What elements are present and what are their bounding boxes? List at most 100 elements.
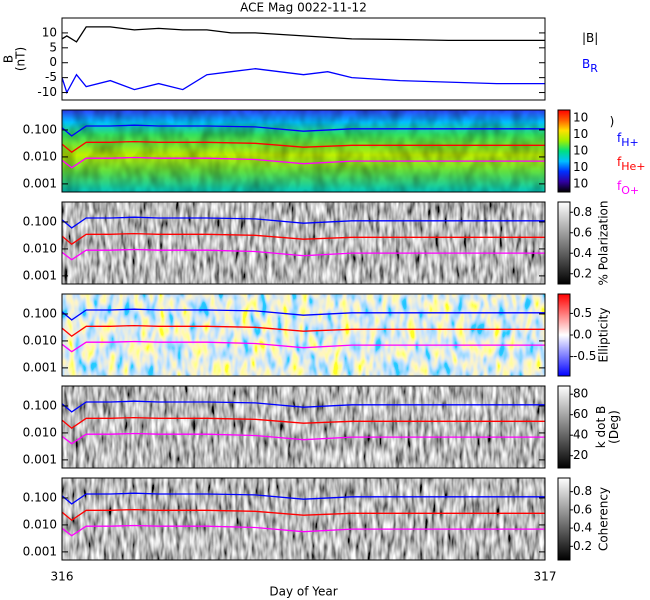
colorbar-tick-label: 10 xyxy=(573,111,588,125)
series-line xyxy=(62,248,545,261)
plot-frame xyxy=(61,17,546,101)
y-tick-label: -5 xyxy=(45,70,57,84)
colorbar-label: Ellipticity xyxy=(597,308,611,363)
series-line xyxy=(62,232,545,246)
colorbar-label: % Polarization xyxy=(597,201,611,286)
series-line xyxy=(62,432,545,445)
legend-subscript: R xyxy=(590,62,598,75)
series-line xyxy=(62,308,545,321)
y-tick-label: 10 xyxy=(42,25,57,39)
colorbar-tick-label: 0.4 xyxy=(573,246,592,260)
series-line xyxy=(62,124,545,137)
series-line xyxy=(62,508,545,522)
y-tick-label: 0.100 xyxy=(23,490,57,504)
plot-frame xyxy=(61,477,546,561)
y-tick-label: 0.010 xyxy=(23,425,57,439)
x-axis-label: Day of Year xyxy=(269,585,337,599)
legend-entry: fH+ xyxy=(617,131,639,150)
legend-entry: BR xyxy=(582,57,598,76)
colorbar-tick-label: 10 xyxy=(573,144,588,158)
y-tick-label: 5 xyxy=(49,40,57,54)
spectrogram-bg xyxy=(62,386,545,468)
colorbar-tick-label: 0.2 xyxy=(573,539,592,553)
y-tick-label: 0.010 xyxy=(23,241,57,255)
plot-frame xyxy=(61,385,546,469)
y-axis-label: (nT) xyxy=(14,47,28,71)
plot-frame xyxy=(61,201,546,285)
legend-subscript: He+ xyxy=(621,160,645,173)
spectrogram-bg xyxy=(62,294,545,376)
y-tick-label: 0.010 xyxy=(23,517,57,531)
legend-name: |B| xyxy=(582,31,598,45)
colorbar-tick-label: 0.6 xyxy=(573,502,592,516)
series-line xyxy=(62,140,545,154)
y-tick-label: 0.100 xyxy=(23,214,57,228)
y-tick-label: 0.001 xyxy=(23,176,57,190)
y-tick-label: 0.100 xyxy=(23,306,57,320)
chart-title: ACE Mag 0022-11-12 xyxy=(240,1,367,15)
colorbar-tick-label: 10 xyxy=(573,160,588,174)
colorbar-label: ) xyxy=(610,115,615,129)
colorbar-tick-label: 60 xyxy=(573,407,588,421)
series-line xyxy=(62,68,545,95)
colorbar-tick-label: 10 xyxy=(573,127,588,141)
y-tick-label: 0.100 xyxy=(23,398,57,412)
colorbar-tick-label: 0.8 xyxy=(573,205,592,219)
legend-name: B xyxy=(582,57,590,71)
colorbar xyxy=(557,201,571,285)
series-line xyxy=(62,524,545,537)
colorbar-label: (Deg) xyxy=(607,410,621,444)
plot-frame xyxy=(61,109,546,193)
series-line xyxy=(62,26,545,43)
y-tick-label: 0.010 xyxy=(23,149,57,163)
y-tick-label: -10 xyxy=(37,85,57,99)
colorbar-tick-label: 0.2 xyxy=(573,266,592,280)
legend-subscript: O+ xyxy=(621,184,639,197)
y-axis-label: B xyxy=(2,55,16,63)
plot-frame xyxy=(61,293,546,377)
x-tick-label: 316 xyxy=(51,570,74,584)
colorbar-tick-label: 10 xyxy=(573,177,588,191)
series-line xyxy=(62,492,545,505)
series-line xyxy=(62,340,545,353)
colorbar xyxy=(557,477,571,561)
legend-name: f xyxy=(617,155,622,169)
colorbar-tick-label: 0.0 xyxy=(573,328,592,342)
legend-entry: fHe+ xyxy=(617,155,646,174)
y-tick-label: 0.001 xyxy=(23,268,57,282)
spectrogram-texture xyxy=(62,110,545,192)
series-line xyxy=(62,416,545,430)
legend-entry: fO+ xyxy=(617,179,639,198)
series-line xyxy=(62,216,545,229)
colorbar-tick-label: -0.5 xyxy=(573,349,596,363)
colorbar-tick-label: 0.5 xyxy=(573,306,592,320)
series-line xyxy=(62,400,545,413)
y-tick-label: 0.100 xyxy=(23,122,57,136)
colorbar-label: Coherency xyxy=(597,487,611,551)
colorbar xyxy=(557,385,571,469)
colorbar xyxy=(557,109,571,193)
y-tick-label: 0 xyxy=(49,55,57,69)
series-line xyxy=(62,156,545,169)
colorbar-tick-label: 0.8 xyxy=(573,484,592,498)
legend-name: f xyxy=(617,131,622,145)
spectrogram-bg xyxy=(62,478,545,560)
colorbar-tick-label: 40 xyxy=(573,428,588,442)
y-tick-label: 0.001 xyxy=(23,452,57,466)
series-line xyxy=(62,324,545,338)
y-tick-label: 0.001 xyxy=(23,544,57,558)
legend-entry: |B| xyxy=(582,31,598,45)
colorbar-tick-label: 80 xyxy=(573,387,588,401)
colorbar-tick-label: 20 xyxy=(573,448,588,462)
y-tick-label: 0.010 xyxy=(23,333,57,347)
x-tick-label: 317 xyxy=(534,570,557,584)
colorbar-tick-label: 0.4 xyxy=(573,521,592,535)
colorbar-label: k dot B xyxy=(594,406,608,448)
legend-subscript: H+ xyxy=(621,136,639,149)
y-tick-label: 0.001 xyxy=(23,360,57,374)
colorbar xyxy=(557,293,571,377)
legend-name: f xyxy=(617,179,622,193)
spectrogram-bg xyxy=(62,202,545,284)
colorbar-tick-label: 0.6 xyxy=(573,225,592,239)
